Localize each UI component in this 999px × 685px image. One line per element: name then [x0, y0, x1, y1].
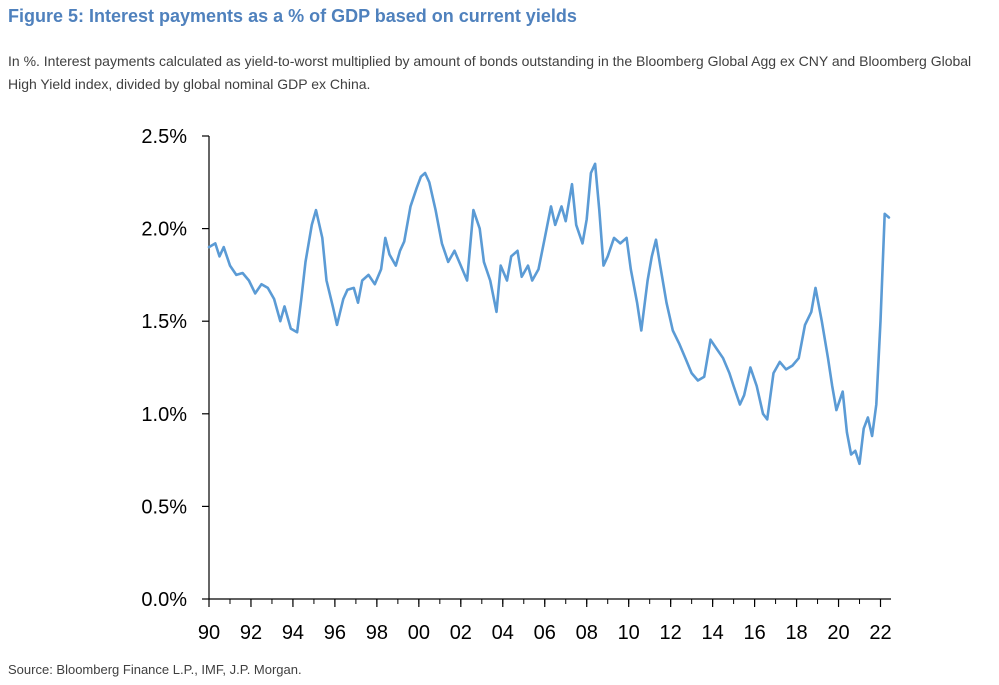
x-tick-label: 08 — [576, 622, 598, 644]
x-tick-label: 92 — [240, 622, 262, 644]
y-tick-label: 2.5% — [141, 126, 187, 148]
figure-title: Figure 5: Interest payments as a % of GD… — [8, 6, 577, 26]
x-tick-label: 96 — [324, 622, 346, 644]
y-tick-label: 1.5% — [141, 311, 187, 333]
x-axis: 90 92 94 96 98 00 02 04 06 08 10 12 14 16 18 20 22 — [198, 598, 892, 644]
x-tick-label: 16 — [743, 622, 765, 644]
x-tick-label: 94 — [282, 622, 304, 644]
x-tick-label: 90 — [198, 622, 220, 644]
source-note: Source: Bloomberg Finance L.P., IMF, J.P… — [8, 662, 302, 677]
series-line-0 — [207, 162, 891, 466]
x-tick-label: 22 — [869, 622, 891, 644]
figure-subtitle: In %. Interest payments calculated as yi… — [8, 53, 972, 92]
x-tick-label: 02 — [450, 622, 472, 644]
x-tick-label: 10 — [618, 622, 640, 644]
x-tick-label: 04 — [492, 622, 514, 644]
y-axis: 0.0% 0.5% 1.0% 1.5% 2.0% 2.5% — [141, 126, 210, 611]
x-tick-label: 18 — [785, 622, 807, 644]
x-tick-label: 20 — [827, 622, 849, 644]
y-tick-label: 2.0% — [141, 219, 187, 241]
x-tick-label: 00 — [408, 622, 430, 644]
x-tick-label: 98 — [366, 622, 388, 644]
x-tick-label: 06 — [534, 622, 556, 644]
x-tick-label: 12 — [660, 622, 682, 644]
x-tick-label: 14 — [702, 622, 724, 644]
y-tick-label: 1.0% — [141, 404, 187, 426]
series-group — [207, 162, 891, 466]
y-tick-label: 0.0% — [141, 589, 187, 611]
y-tick-label: 0.5% — [141, 496, 187, 518]
